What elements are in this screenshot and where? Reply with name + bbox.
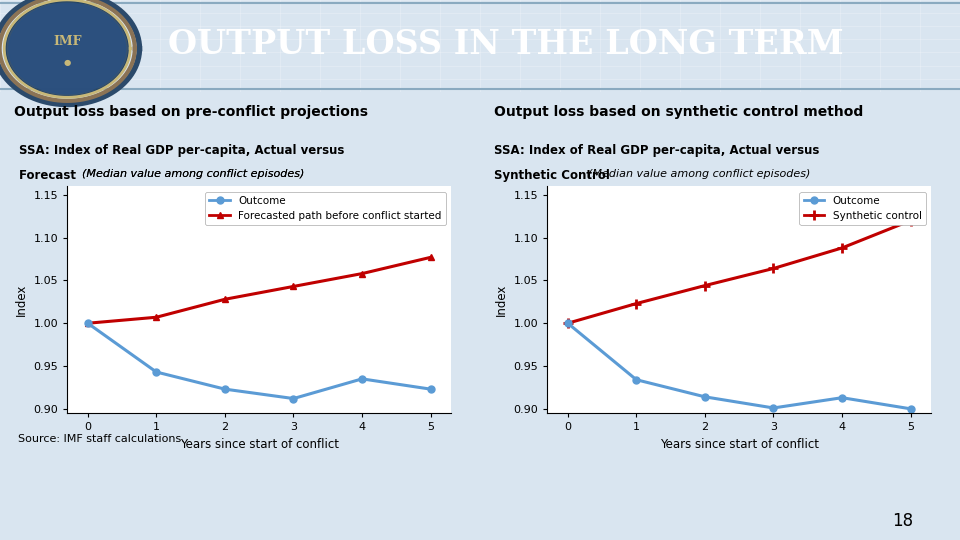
Text: OUTPUT LOSS IN THE LONG TERM: OUTPUT LOSS IN THE LONG TERM <box>168 28 844 60</box>
Text: IMF: IMF <box>53 35 82 48</box>
Text: Output loss based on pre-conflict projections: Output loss based on pre-conflict projec… <box>14 105 369 119</box>
Legend: Outcome, Forecasted path before conflict started: Outcome, Forecasted path before conflict… <box>205 192 446 225</box>
Text: Source: IMF staff calculations.: Source: IMF staff calculations. <box>18 434 185 444</box>
Text: Output loss based on synthetic control method: Output loss based on synthetic control m… <box>494 105 864 119</box>
X-axis label: Years since start of conflict: Years since start of conflict <box>180 438 339 451</box>
Text: 18: 18 <box>892 512 913 530</box>
Y-axis label: Index: Index <box>14 284 28 316</box>
Circle shape <box>6 1 129 96</box>
Text: Forecast: Forecast <box>19 169 80 182</box>
Text: Synthetic Control: Synthetic Control <box>494 169 614 182</box>
Legend: Outcome, Synthetic control: Outcome, Synthetic control <box>800 192 926 225</box>
Text: (Median value among conflict episodes): (Median value among conflict episodes) <box>82 169 304 179</box>
Text: (Median value among conflict episodes): (Median value among conflict episodes) <box>588 169 810 179</box>
Text: ●: ● <box>63 58 71 68</box>
Y-axis label: Index: Index <box>494 284 508 316</box>
Text: SSA: Index of Real GDP per-capita, Actual versus: SSA: Index of Real GDP per-capita, Actua… <box>494 144 820 157</box>
X-axis label: Years since start of conflict: Years since start of conflict <box>660 438 819 451</box>
Text: SSA: Index of Real GDP per-capita, Actual versus: SSA: Index of Real GDP per-capita, Actua… <box>19 144 345 157</box>
Text: (Median value among conflict episodes): (Median value among conflict episodes) <box>82 169 304 179</box>
Circle shape <box>9 3 126 94</box>
